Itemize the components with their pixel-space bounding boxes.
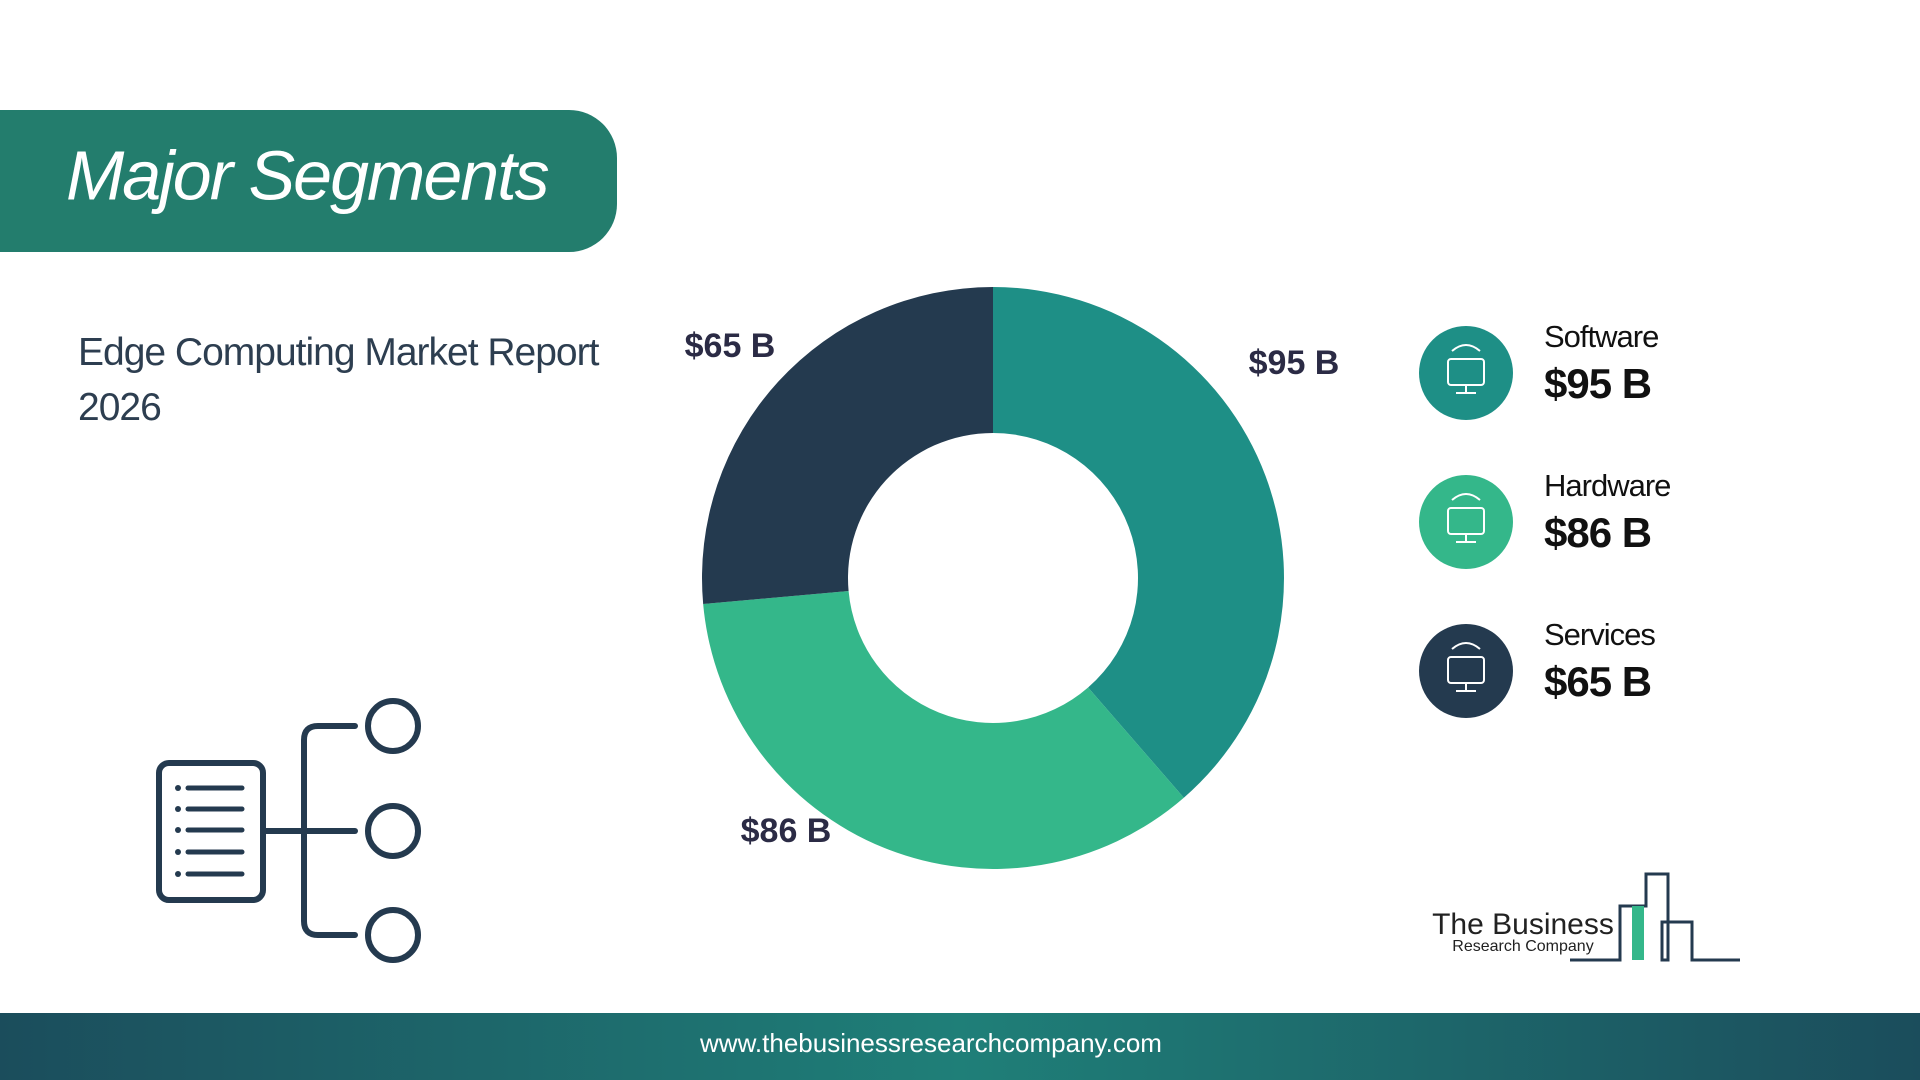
- data-label: $86 B: [741, 812, 832, 850]
- segments-icon: [156, 698, 421, 963]
- donut-segment: [701, 287, 993, 604]
- legend: Software $95 B Hardware $86 B Services $65 B: [1419, 319, 1671, 718]
- donut-chart: $95 B $86 B $65 B: [685, 287, 1340, 869]
- legend-icon: [1419, 326, 1513, 420]
- donut-segment: [993, 287, 1284, 798]
- icon-shape: [1451, 344, 1481, 394]
- legend-name: Software: [1544, 319, 1658, 354]
- logo-buildings: [1570, 872, 1740, 962]
- legend-value: $86 B: [1544, 509, 1651, 556]
- legend-icon-glyph: [1447, 642, 1485, 692]
- legend-value: $65 B: [1544, 658, 1651, 705]
- donut-segment: [703, 590, 1184, 869]
- legend-name: Services: [1544, 617, 1655, 652]
- data-label: $65 B: [685, 327, 776, 365]
- logo: The Business Research Company: [1432, 872, 1740, 962]
- legend-icon: [1419, 624, 1513, 718]
- legend-icon: [1419, 475, 1513, 569]
- subtitle: Edge Computing Market Report 2026: [78, 331, 599, 429]
- title: Major Segments: [66, 136, 549, 214]
- icon-shape: [1451, 493, 1481, 543]
- footer-bar: [0, 1013, 1920, 1080]
- footer-url: www.thebusinessresearchcompany.com: [699, 1028, 1162, 1058]
- logo-bar: [1632, 906, 1644, 960]
- logo-line2: Research Company: [1452, 938, 1593, 955]
- icon-shape: [1451, 642, 1481, 692]
- legend-value: $95 B: [1544, 360, 1651, 407]
- legend-icon-glyph: [1447, 344, 1485, 394]
- header-band: [0, 110, 617, 252]
- data-label: $95 B: [1249, 344, 1340, 382]
- subtitle-box: Edge Computing Market Report 2026: [78, 331, 599, 429]
- logo-line1: The Business: [1432, 908, 1614, 941]
- legend-name: Hardware: [1544, 468, 1670, 503]
- legend-icon-glyph: [1447, 493, 1485, 543]
